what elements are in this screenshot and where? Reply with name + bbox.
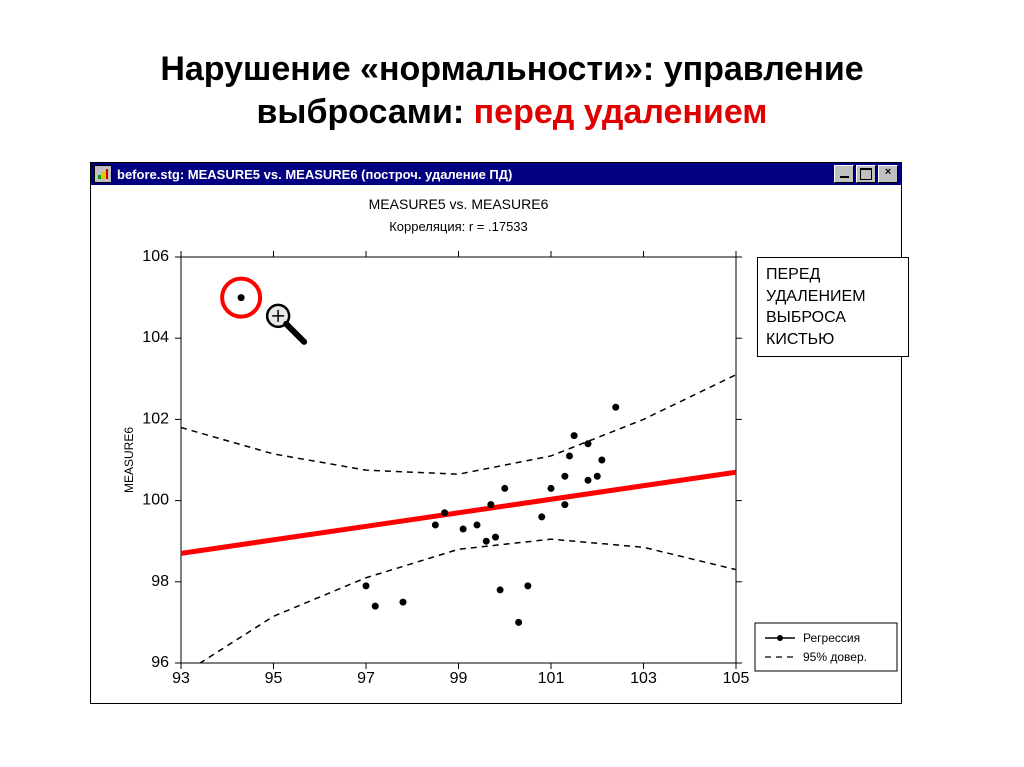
svg-text:93: 93	[172, 670, 190, 687]
chart-window: before.stg: MEASURE5 vs. MEASURE6 (постр…	[90, 162, 902, 704]
magnifier-handle-icon	[286, 324, 304, 342]
data-point	[594, 473, 601, 480]
svg-text:105: 105	[723, 670, 750, 687]
minimize-button[interactable]	[834, 165, 854, 183]
y-axis-label: MEASURE6	[122, 427, 136, 493]
chart-subtitle: Корреляция: r = .17533	[389, 219, 528, 234]
data-point	[561, 501, 568, 508]
slide-title: Нарушение «нормальности»: управление выб…	[0, 48, 1024, 133]
data-point	[561, 473, 568, 480]
data-point	[363, 582, 370, 589]
title-line1: Нарушение «нормальности»: управление	[160, 50, 863, 88]
data-point	[432, 521, 439, 528]
svg-text:101: 101	[538, 670, 565, 687]
title-line2-red: перед удалением	[474, 93, 768, 131]
svg-text:102: 102	[142, 410, 169, 427]
svg-text:99: 99	[450, 670, 468, 687]
data-point	[487, 501, 494, 508]
data-point	[400, 599, 407, 606]
confidence-lower	[181, 539, 736, 675]
app-icon	[94, 165, 112, 183]
svg-text:100: 100	[142, 492, 169, 509]
data-point	[483, 538, 490, 545]
data-point	[474, 521, 481, 528]
data-point	[598, 457, 605, 464]
data-point	[515, 619, 522, 626]
data-point	[538, 513, 545, 520]
data-point	[585, 477, 592, 484]
data-point	[238, 294, 245, 301]
svg-text:98: 98	[151, 573, 169, 590]
data-point	[492, 534, 499, 541]
svg-text:96: 96	[151, 654, 169, 671]
data-point	[497, 586, 504, 593]
svg-text:104: 104	[142, 329, 169, 346]
plot-area: MEASURE5 vs. MEASURE6 Корреляция: r = .17…	[91, 185, 901, 703]
regression-line	[181, 472, 736, 553]
svg-text:103: 103	[630, 670, 657, 687]
legend-confidence: 95% довер.	[803, 650, 867, 664]
data-point	[372, 603, 379, 610]
svg-text:106: 106	[142, 248, 169, 265]
legend-regression: Регрессия	[803, 631, 860, 645]
svg-text:97: 97	[357, 670, 375, 687]
plot-frame	[181, 257, 736, 663]
annotation-box: ПЕРЕД УДАЛЕНИЕМ ВЫБРОСА КИСТЬЮ	[757, 257, 909, 357]
window-title: before.stg: MEASURE5 vs. MEASURE6 (постр…	[117, 167, 834, 182]
data-point	[585, 440, 592, 447]
data-point	[566, 452, 573, 459]
data-point	[441, 509, 448, 516]
data-point	[571, 432, 578, 439]
window-titlebar[interactable]: before.stg: MEASURE5 vs. MEASURE6 (постр…	[91, 163, 901, 185]
close-button[interactable]: ×	[878, 165, 898, 183]
chart-title: MEASURE5 vs. MEASURE6	[369, 196, 549, 212]
data-point	[612, 404, 619, 411]
data-point	[548, 485, 555, 492]
data-point	[524, 582, 531, 589]
data-point	[460, 526, 467, 533]
maximize-button[interactable]	[856, 165, 876, 183]
title-line2-black: выбросами:	[257, 93, 474, 131]
confidence-upper	[181, 375, 736, 474]
svg-text:95: 95	[265, 670, 283, 687]
data-point	[501, 485, 508, 492]
